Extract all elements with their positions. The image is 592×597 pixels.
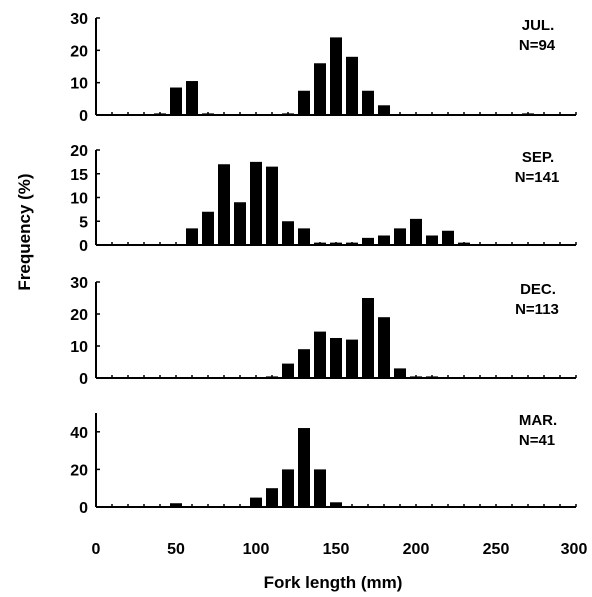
bar bbox=[426, 376, 438, 378]
sample-size-label: N=141 bbox=[515, 169, 560, 186]
bar bbox=[202, 113, 214, 115]
sample-size-label: N=94 bbox=[519, 37, 556, 54]
bar bbox=[298, 90, 310, 115]
panel-1: 0 5 10 15 20 SEP. N=141 bbox=[70, 143, 577, 255]
bar bbox=[378, 317, 390, 378]
bar bbox=[378, 235, 390, 245]
bar bbox=[346, 339, 358, 378]
x-tick-label: 250 bbox=[483, 541, 510, 558]
bar bbox=[330, 242, 342, 245]
panel-label: MAR. bbox=[519, 412, 557, 429]
bar bbox=[250, 161, 262, 245]
bar bbox=[362, 237, 374, 245]
bar bbox=[314, 469, 326, 507]
bar bbox=[186, 228, 198, 245]
bar bbox=[202, 211, 214, 245]
y-tick-label: 10 bbox=[70, 339, 88, 356]
y-tick-label: 30 bbox=[70, 275, 88, 292]
bar bbox=[346, 56, 358, 115]
panel-label: JUL. bbox=[522, 17, 555, 34]
bar bbox=[394, 228, 406, 245]
bar bbox=[266, 376, 278, 378]
bar bbox=[346, 242, 358, 245]
y-tick-label: 20 bbox=[70, 307, 88, 324]
bar bbox=[330, 37, 342, 115]
x-tick-label: 300 bbox=[561, 541, 588, 558]
bar bbox=[298, 428, 310, 507]
bar bbox=[330, 502, 342, 507]
bar bbox=[266, 488, 278, 507]
bar bbox=[394, 368, 406, 378]
bar bbox=[426, 235, 438, 245]
bar bbox=[282, 363, 294, 378]
y-tick-label: 0 bbox=[79, 500, 88, 517]
bar bbox=[154, 113, 166, 115]
x-tick-label: 100 bbox=[243, 541, 270, 558]
bar bbox=[170, 503, 182, 507]
x-tick-label: 50 bbox=[167, 541, 185, 558]
y-tick-label: 20 bbox=[70, 143, 88, 160]
y-tick-label: 0 bbox=[79, 371, 88, 388]
y-tick-label: 0 bbox=[79, 108, 88, 125]
y-tick-label: 10 bbox=[70, 76, 88, 93]
y-axis-label: Frequency (%) bbox=[15, 173, 34, 290]
x-tick-label: 0 bbox=[92, 541, 101, 558]
y-tick-label: 20 bbox=[70, 462, 88, 479]
bar bbox=[330, 338, 342, 378]
x-tick-label: 200 bbox=[403, 541, 430, 558]
y-tick-label: 15 bbox=[70, 167, 88, 184]
bar bbox=[314, 63, 326, 115]
bar bbox=[298, 349, 310, 378]
bar bbox=[314, 331, 326, 378]
y-tick-label: 5 bbox=[79, 214, 88, 231]
bar bbox=[362, 298, 374, 378]
x-axis-label: Fork length (mm) bbox=[264, 573, 403, 592]
sample-size-label: N=113 bbox=[515, 301, 559, 318]
bar bbox=[314, 242, 326, 245]
panel-3: 0 20 40 MAR. N=41 bbox=[70, 412, 577, 517]
bar bbox=[442, 230, 454, 245]
bar bbox=[522, 113, 534, 115]
bar bbox=[170, 87, 182, 115]
bar bbox=[378, 105, 390, 115]
bar bbox=[282, 469, 294, 507]
bar bbox=[234, 202, 246, 245]
x-tick-label: 150 bbox=[323, 541, 350, 558]
bar bbox=[362, 90, 374, 115]
bar bbox=[186, 81, 198, 115]
x-tick-labels: 0 50 100 150 200 250 300 bbox=[92, 541, 588, 558]
bar bbox=[218, 164, 230, 245]
y-tick-label: 10 bbox=[70, 191, 88, 208]
bar bbox=[266, 166, 278, 245]
y-tick-label: 20 bbox=[70, 43, 88, 60]
panel-label: DEC. bbox=[520, 281, 556, 298]
panel-0: 0 10 20 30 JUL. N=94 bbox=[70, 11, 577, 125]
panels: 0 10 20 30 JUL. N=94 0 5 10 15 20 SEP. N=141 0 10 20 30 D… bbox=[70, 11, 577, 517]
bar bbox=[282, 113, 294, 115]
y-tick-label: 30 bbox=[70, 11, 88, 28]
bar bbox=[250, 497, 262, 507]
panel-label: SEP. bbox=[522, 149, 554, 166]
bar bbox=[458, 242, 470, 245]
panel-2: 0 10 20 30 DEC. N=113 bbox=[70, 275, 577, 388]
bar bbox=[298, 228, 310, 245]
bar bbox=[282, 221, 294, 245]
y-tick-label: 0 bbox=[79, 238, 88, 255]
bar bbox=[410, 376, 422, 378]
sample-size-label: N=41 bbox=[519, 432, 555, 449]
y-tick-label: 40 bbox=[70, 425, 88, 442]
bar bbox=[410, 218, 422, 245]
